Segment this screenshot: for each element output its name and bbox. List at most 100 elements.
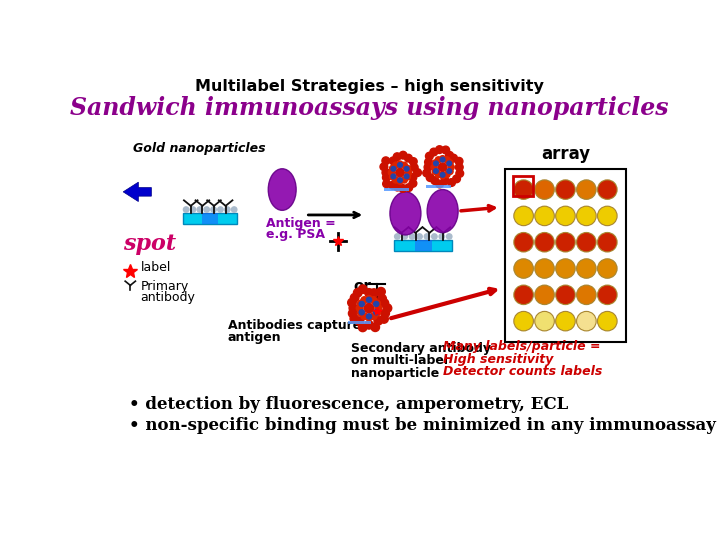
Circle shape — [405, 165, 410, 171]
Circle shape — [197, 207, 202, 212]
Circle shape — [382, 174, 390, 181]
Bar — [348, 321, 372, 325]
Circle shape — [371, 323, 379, 332]
Circle shape — [536, 286, 553, 303]
Circle shape — [598, 233, 617, 252]
Circle shape — [374, 300, 380, 307]
Ellipse shape — [427, 190, 458, 233]
Circle shape — [557, 286, 574, 303]
Circle shape — [578, 260, 595, 277]
Circle shape — [410, 234, 415, 239]
Text: Antibodies capture: Antibodies capture — [228, 319, 361, 332]
Circle shape — [391, 166, 396, 171]
Text: • detection by fluorescence, amperometry, ECL: • detection by fluorescence, amperometry… — [129, 396, 568, 413]
Circle shape — [358, 309, 364, 316]
Text: antigen: antigen — [228, 331, 282, 344]
Bar — [415, 240, 432, 251]
Circle shape — [231, 207, 237, 212]
Circle shape — [436, 180, 444, 188]
Circle shape — [382, 157, 390, 165]
Circle shape — [405, 174, 409, 179]
Circle shape — [536, 260, 553, 277]
Circle shape — [556, 312, 575, 331]
Circle shape — [365, 288, 373, 297]
Circle shape — [536, 181, 553, 198]
Circle shape — [557, 313, 574, 329]
Circle shape — [599, 313, 616, 329]
Circle shape — [557, 234, 574, 251]
Circle shape — [379, 315, 388, 323]
Circle shape — [439, 173, 446, 179]
Circle shape — [556, 206, 575, 226]
Circle shape — [348, 309, 357, 318]
Circle shape — [438, 163, 447, 171]
Circle shape — [598, 180, 617, 199]
Circle shape — [423, 169, 431, 177]
Circle shape — [578, 207, 595, 225]
Circle shape — [448, 179, 456, 186]
Bar — [426, 185, 451, 188]
Circle shape — [598, 259, 617, 278]
Circle shape — [536, 313, 553, 329]
Circle shape — [374, 316, 382, 325]
Circle shape — [514, 259, 534, 278]
Text: label: label — [140, 261, 171, 274]
Circle shape — [382, 168, 390, 177]
Circle shape — [410, 164, 418, 171]
Circle shape — [577, 312, 596, 331]
Circle shape — [536, 234, 553, 251]
Circle shape — [436, 146, 444, 153]
Circle shape — [401, 177, 408, 183]
Circle shape — [433, 168, 438, 173]
Circle shape — [535, 206, 554, 226]
Text: Many labels/particle =: Many labels/particle = — [443, 340, 600, 354]
Circle shape — [351, 294, 359, 302]
Circle shape — [380, 299, 389, 307]
Circle shape — [577, 285, 596, 305]
Circle shape — [358, 300, 364, 307]
Circle shape — [401, 162, 408, 168]
Circle shape — [441, 172, 445, 177]
Circle shape — [436, 172, 441, 178]
Circle shape — [424, 234, 430, 239]
Circle shape — [515, 313, 532, 329]
Circle shape — [414, 168, 421, 177]
Bar — [394, 240, 452, 251]
Circle shape — [409, 173, 417, 181]
Circle shape — [444, 157, 450, 163]
Circle shape — [450, 154, 457, 162]
Circle shape — [446, 234, 452, 239]
Circle shape — [599, 207, 616, 225]
Circle shape — [405, 154, 413, 162]
Polygon shape — [123, 182, 151, 201]
Circle shape — [557, 260, 574, 277]
Circle shape — [417, 234, 422, 239]
Text: e.g. PSA: e.g. PSA — [266, 228, 325, 241]
Circle shape — [390, 157, 397, 165]
Circle shape — [349, 304, 358, 312]
Circle shape — [515, 181, 532, 198]
Circle shape — [389, 181, 397, 189]
Circle shape — [447, 168, 453, 174]
Circle shape — [397, 178, 403, 184]
Circle shape — [410, 158, 417, 165]
Circle shape — [577, 180, 596, 199]
Circle shape — [402, 234, 408, 239]
Bar — [513, 177, 534, 197]
Ellipse shape — [390, 192, 421, 235]
Circle shape — [441, 177, 449, 185]
Circle shape — [391, 174, 396, 179]
Text: on multi-label: on multi-label — [351, 354, 448, 367]
Circle shape — [369, 289, 378, 297]
Circle shape — [405, 184, 413, 192]
Circle shape — [599, 181, 616, 198]
Circle shape — [361, 313, 368, 320]
Circle shape — [397, 161, 403, 167]
Circle shape — [578, 313, 595, 329]
Circle shape — [225, 207, 230, 212]
Circle shape — [370, 313, 377, 320]
Text: Secondary antibody: Secondary antibody — [351, 342, 491, 355]
Circle shape — [405, 174, 410, 180]
Circle shape — [598, 206, 617, 226]
Circle shape — [448, 164, 454, 170]
